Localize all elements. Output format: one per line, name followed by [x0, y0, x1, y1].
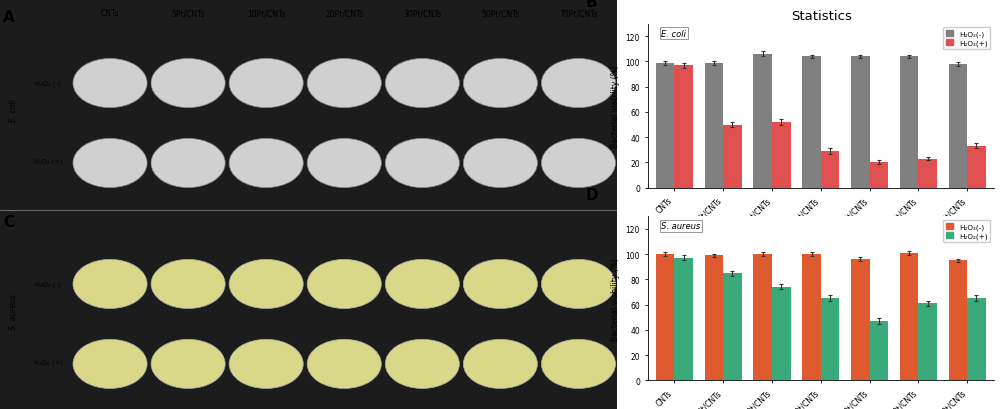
Text: 20Pt/CNTs: 20Pt/CNTs [325, 9, 363, 18]
Circle shape [229, 139, 303, 188]
Y-axis label: Bacterial viability (%): Bacterial viability (%) [610, 65, 619, 148]
Text: Statistics: Statistics [790, 10, 851, 23]
Legend: H₂O₂(-), H₂O₂(+): H₂O₂(-), H₂O₂(+) [942, 220, 989, 242]
Circle shape [462, 260, 537, 309]
Text: D: D [585, 187, 597, 202]
Circle shape [73, 260, 147, 309]
Bar [869, 163, 888, 188]
Text: A: A [3, 10, 15, 25]
Circle shape [385, 339, 459, 389]
Bar [948, 65, 966, 188]
Text: 30Pt/CNTs: 30Pt/CNTs [402, 9, 441, 18]
Circle shape [541, 59, 615, 108]
Bar [869, 321, 888, 380]
Text: H₂O₂ (-): H₂O₂ (-) [35, 81, 61, 87]
Bar [851, 260, 869, 380]
Circle shape [150, 59, 225, 108]
Circle shape [541, 260, 615, 309]
Text: C: C [3, 215, 14, 230]
Circle shape [150, 260, 225, 309]
Bar [899, 253, 918, 380]
Text: E. coli: E. coli [661, 29, 686, 38]
Circle shape [229, 59, 303, 108]
Text: CNTs: CNTs [100, 9, 119, 18]
Circle shape [307, 260, 381, 309]
Text: 50Pt/CNTs: 50Pt/CNTs [480, 9, 520, 18]
Circle shape [73, 339, 147, 389]
Text: 5Pt/CNTs: 5Pt/CNTs [172, 9, 205, 18]
Circle shape [385, 59, 459, 108]
Circle shape [73, 139, 147, 188]
Bar [801, 254, 820, 380]
Circle shape [541, 339, 615, 389]
Text: S. aureus: S. aureus [661, 222, 700, 231]
Text: S. aureus: S. aureus [9, 293, 18, 329]
Text: H₂O₂ (+): H₂O₂ (+) [34, 158, 62, 165]
Circle shape [307, 339, 381, 389]
Bar [918, 303, 936, 380]
Bar [820, 299, 839, 380]
Text: 70Pt/CNTs: 70Pt/CNTs [559, 9, 597, 18]
Y-axis label: Bacterial viability (%): Bacterial viability (%) [610, 257, 619, 340]
Bar [966, 299, 985, 380]
Circle shape [462, 139, 537, 188]
Bar [771, 287, 789, 380]
Circle shape [541, 139, 615, 188]
Legend: H₂O₂(-), H₂O₂(+): H₂O₂(-), H₂O₂(+) [942, 28, 989, 50]
Bar [722, 273, 741, 380]
Circle shape [307, 59, 381, 108]
Text: B: B [585, 0, 596, 10]
Circle shape [73, 59, 147, 108]
Bar [655, 254, 674, 380]
Bar [966, 146, 985, 188]
Bar [674, 258, 692, 380]
Circle shape [385, 139, 459, 188]
Bar [801, 57, 820, 188]
Circle shape [307, 139, 381, 188]
Text: H₂O₂ (+): H₂O₂ (+) [34, 359, 62, 365]
Bar [771, 123, 789, 188]
Circle shape [150, 139, 225, 188]
Bar [820, 152, 839, 188]
Circle shape [150, 339, 225, 389]
Bar [918, 159, 936, 188]
Bar [655, 63, 674, 188]
Bar [899, 57, 918, 188]
Bar [948, 261, 966, 380]
Bar [704, 63, 722, 188]
Bar [704, 256, 722, 380]
Circle shape [462, 59, 537, 108]
Bar [752, 55, 771, 188]
Text: H₂O₂ (-): H₂O₂ (-) [35, 281, 61, 288]
Circle shape [229, 260, 303, 309]
Bar [722, 125, 741, 188]
Bar [851, 57, 869, 188]
Circle shape [229, 339, 303, 389]
Text: E. coli: E. coli [9, 99, 18, 122]
Circle shape [385, 260, 459, 309]
Bar [674, 66, 692, 188]
Bar [752, 254, 771, 380]
Circle shape [462, 339, 537, 389]
Text: 10Pt/CNTs: 10Pt/CNTs [247, 9, 285, 18]
